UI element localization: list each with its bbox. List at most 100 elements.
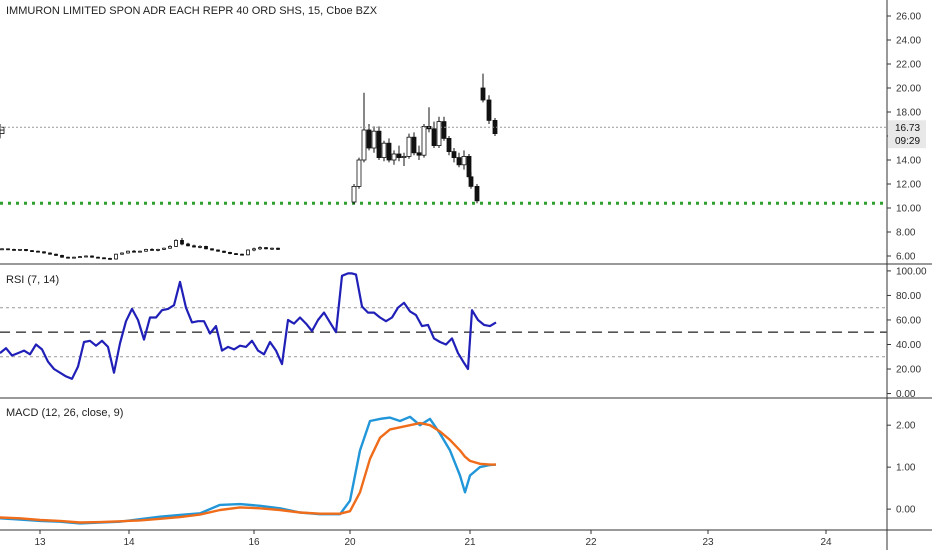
rsi-tick-label: 20.00 xyxy=(896,365,921,376)
candle-body xyxy=(6,248,10,251)
candle-body xyxy=(30,250,34,253)
time-axis: 13 14 16 20 21 22 23 24 xyxy=(34,530,832,548)
candle-body xyxy=(396,153,402,158)
candle-body xyxy=(406,136,412,157)
candle-body xyxy=(144,248,148,252)
candle-body xyxy=(486,99,492,121)
price-tick-label: 14.00 xyxy=(896,156,921,167)
candle-body xyxy=(480,87,486,101)
candle-body xyxy=(240,253,244,256)
candle-body xyxy=(246,249,250,256)
candle-body xyxy=(168,245,172,249)
candle-body xyxy=(162,247,166,250)
candle-body xyxy=(416,152,422,156)
candle-body xyxy=(446,137,452,152)
rsi-title: RSI (7, 14) xyxy=(6,274,59,286)
candle-body xyxy=(78,256,82,259)
candle-body xyxy=(186,243,190,247)
candle-body xyxy=(436,121,442,146)
candle-body xyxy=(54,253,58,256)
candle-body xyxy=(361,129,367,161)
candle-body xyxy=(84,255,88,258)
rsi-tick-label: 80.00 xyxy=(896,291,921,302)
macd-tick-label: 2.00 xyxy=(896,421,916,432)
last-price-badge xyxy=(888,120,926,149)
candle-body xyxy=(421,126,427,156)
candle-body xyxy=(461,155,467,166)
candle-body xyxy=(180,239,184,245)
macd-tick-label: 1.00 xyxy=(896,463,916,474)
macd-pane: 2.00 1.00 0.00 xyxy=(0,415,916,525)
candle-body xyxy=(466,155,472,178)
price-tick-label: 20.00 xyxy=(896,84,921,95)
candle-body xyxy=(0,248,4,251)
candle-body xyxy=(474,185,480,202)
candle-body xyxy=(0,126,5,131)
candle-body xyxy=(102,257,106,260)
candle-body xyxy=(456,157,462,166)
candle-body xyxy=(411,136,417,154)
candle-body xyxy=(264,247,268,250)
candle-body xyxy=(72,256,76,259)
candle-body xyxy=(356,159,362,187)
candle-body xyxy=(386,142,392,161)
candle-body xyxy=(468,176,474,187)
price-tick-label: 6.00 xyxy=(896,252,916,263)
candle-body xyxy=(351,185,357,203)
rsi-tick-label: 40.00 xyxy=(896,340,921,351)
time-tick-label: 23 xyxy=(702,537,714,548)
candle-body xyxy=(66,256,70,259)
candle-body xyxy=(126,250,130,254)
rsi-pane: 100.00 80.00 60.00 40.00 20.00 0.00 xyxy=(0,266,927,400)
rsi-tick-label: 60.00 xyxy=(896,315,921,326)
candle-body xyxy=(376,130,382,158)
rsi-tick-label: 100.00 xyxy=(896,266,927,277)
candle-body xyxy=(222,250,226,253)
candle-body xyxy=(258,247,262,250)
candle-body xyxy=(42,251,46,254)
candle-body xyxy=(132,250,136,253)
price-tick-label: 10.00 xyxy=(896,204,921,215)
candle-body xyxy=(0,129,5,134)
time-tick-label: 14 xyxy=(123,537,135,548)
candle-body xyxy=(381,142,387,158)
last-price-marker: 16.73 09:29 xyxy=(0,120,926,149)
chart-title: IMMURON LIMITED SPON ADR EACH REPR 40 OR… xyxy=(6,5,378,17)
candle-body xyxy=(441,121,447,139)
candle-body xyxy=(451,151,457,159)
candle-body xyxy=(252,248,256,251)
macd-tick-label: 0.00 xyxy=(896,505,916,516)
candle-body xyxy=(270,247,274,250)
candle-body xyxy=(192,245,196,248)
price-tick-label: 8.00 xyxy=(896,228,916,239)
rsi-line xyxy=(0,272,497,380)
candle-body xyxy=(371,130,377,149)
candle-body xyxy=(431,128,437,147)
price-tick-label: 24.00 xyxy=(896,36,921,47)
candle-body xyxy=(234,253,238,256)
candle-body xyxy=(216,249,220,252)
candle-body xyxy=(174,239,178,247)
candle-body xyxy=(210,248,214,251)
time-tick-label: 16 xyxy=(248,537,260,548)
signal-line xyxy=(0,421,496,524)
candle-body xyxy=(228,251,232,254)
time-tick-label: 21 xyxy=(464,537,476,548)
candle-body xyxy=(120,252,124,255)
countdown-label: 09:29 xyxy=(895,136,920,147)
candle-body xyxy=(96,256,100,259)
candle-body xyxy=(24,248,28,251)
candle-body xyxy=(366,129,372,149)
candle-body xyxy=(204,245,208,250)
candle-body xyxy=(114,253,118,260)
rsi-tick-label: 0.00 xyxy=(896,389,916,400)
candle-body xyxy=(18,248,22,251)
candle-body xyxy=(48,252,52,255)
price-tick-label: 22.00 xyxy=(896,60,921,71)
price-tick-label: 12.00 xyxy=(896,180,921,191)
candle-body xyxy=(150,248,154,251)
candle-body xyxy=(108,257,112,260)
